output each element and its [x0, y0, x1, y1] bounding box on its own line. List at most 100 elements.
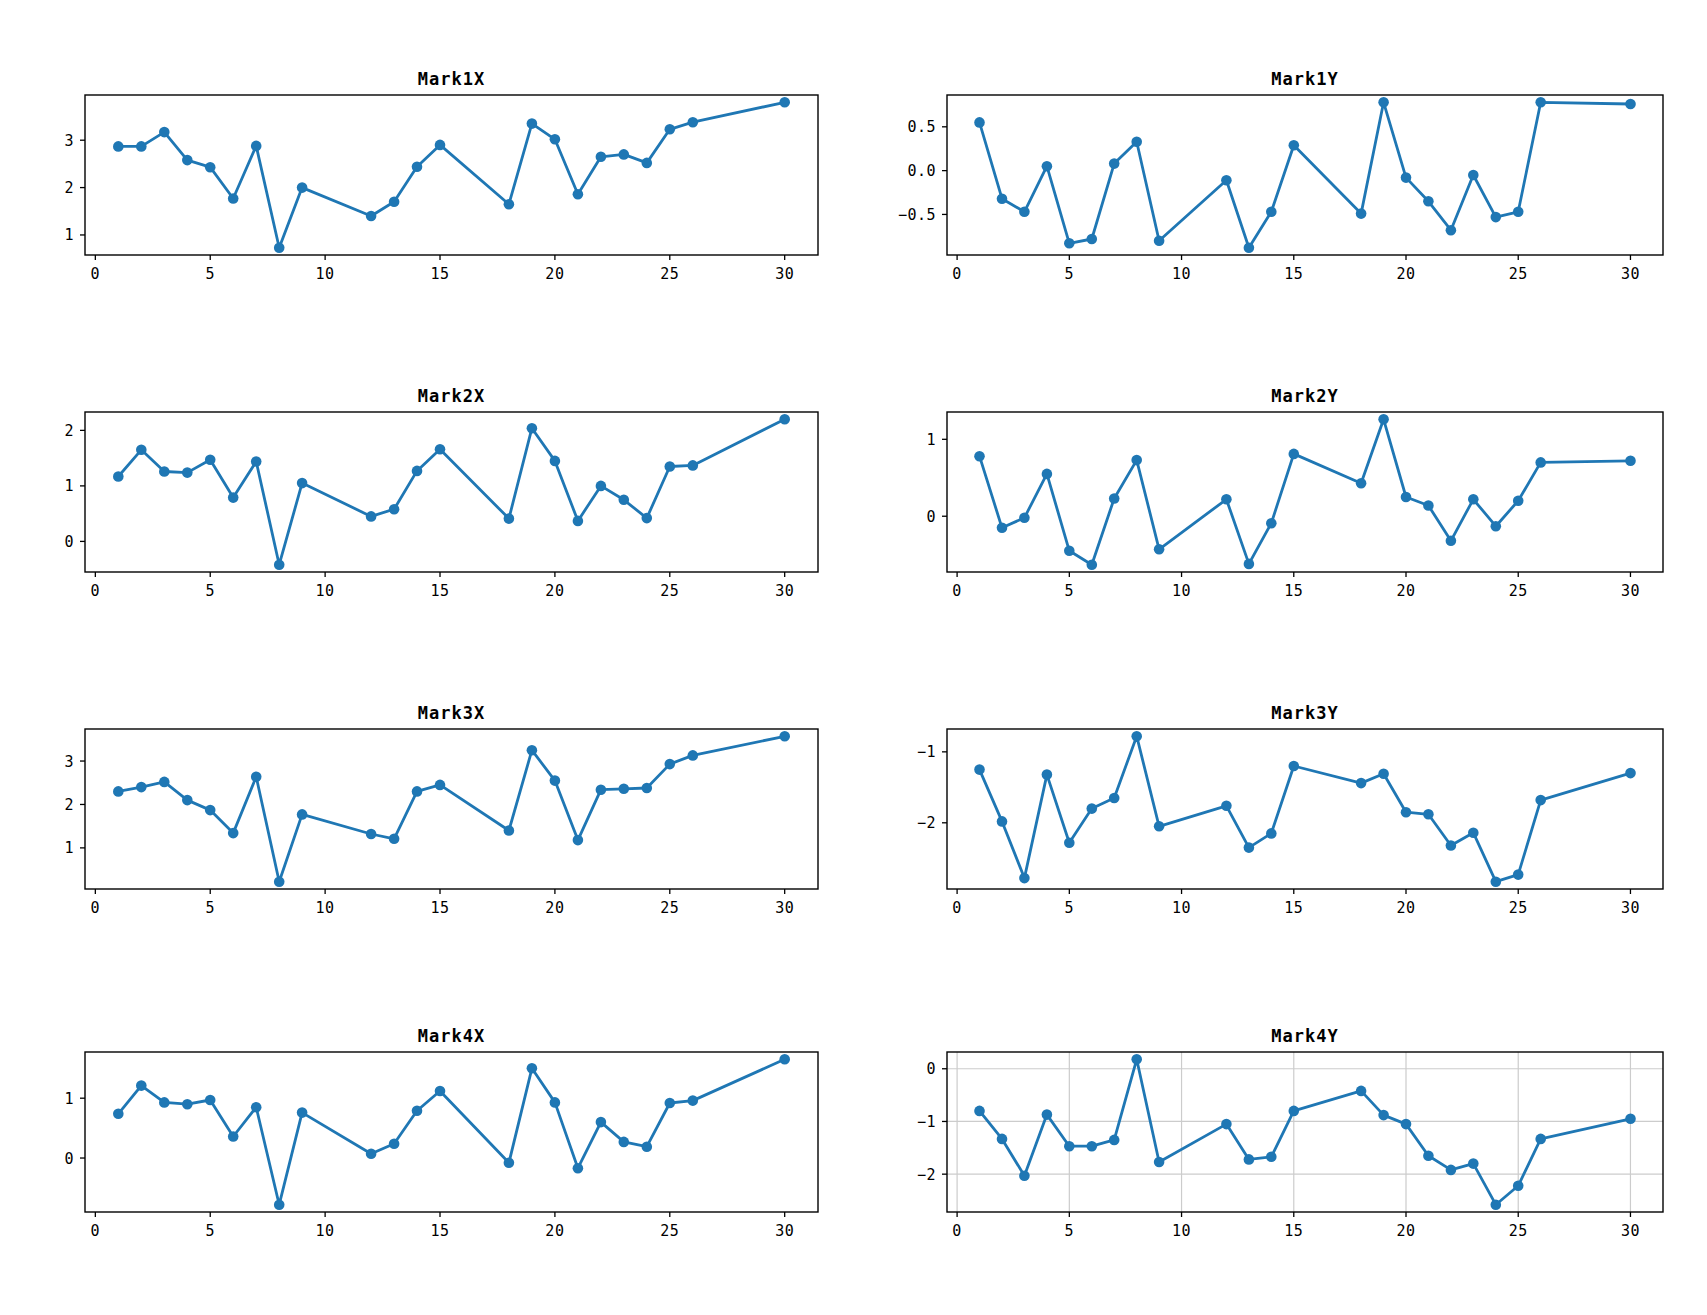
svg-text:25: 25 [1509, 1222, 1528, 1240]
svg-text:20: 20 [1396, 582, 1415, 600]
svg-text:0: 0 [91, 582, 101, 600]
svg-text:1: 1 [64, 226, 74, 244]
svg-text:25: 25 [660, 265, 679, 283]
svg-text:20: 20 [1396, 1222, 1415, 1240]
svg-text:0: 0 [91, 265, 101, 283]
svg-text:5: 5 [205, 582, 215, 600]
chart-canvas-mark2x: 0 5 10 15 20 25 30 0 1 2 [25, 412, 848, 610]
chart-canvas-mark3x: 0 5 10 15 20 25 30 1 2 3 [25, 729, 848, 927]
svg-text:20: 20 [545, 265, 564, 283]
svg-text:5: 5 [205, 265, 215, 283]
svg-text:−1: −1 [917, 743, 936, 761]
svg-text:15: 15 [1284, 1222, 1303, 1240]
svg-text:0: 0 [926, 508, 936, 526]
chart-title-mark4y: Mark4Y [947, 1024, 1663, 1052]
subplot-mark2y: Mark2Y 0 5 10 15 20 25 30 0 1 [887, 384, 1693, 610]
svg-text:5: 5 [205, 1222, 215, 1240]
svg-text:0: 0 [952, 1222, 962, 1240]
svg-text:30: 30 [775, 582, 794, 600]
svg-text:0: 0 [91, 899, 101, 917]
subplot-mark4y: Mark4Y 0 5 10 15 20 25 30 0 −1 −2 [887, 1024, 1693, 1250]
svg-text:15: 15 [430, 899, 449, 917]
svg-text:15: 15 [1284, 265, 1303, 283]
svg-text:−2: −2 [917, 814, 936, 832]
svg-text:−0.5: −0.5 [898, 206, 936, 224]
svg-text:1: 1 [64, 477, 74, 495]
svg-text:15: 15 [1284, 582, 1303, 600]
subplot-mark1y: Mark1Y 0510152025300.50.0−0.5 [887, 67, 1693, 293]
svg-text:2: 2 [64, 796, 74, 814]
svg-text:25: 25 [660, 899, 679, 917]
svg-text:10: 10 [1172, 582, 1191, 600]
svg-text:5: 5 [1065, 265, 1075, 283]
svg-text:20: 20 [1396, 899, 1415, 917]
svg-text:0: 0 [64, 533, 74, 551]
svg-text:3: 3 [64, 753, 74, 771]
svg-text:2: 2 [64, 422, 74, 440]
svg-text:5: 5 [1065, 1222, 1075, 1240]
svg-text:0.0: 0.0 [907, 162, 936, 180]
svg-text:15: 15 [1284, 899, 1303, 917]
svg-text:25: 25 [1509, 265, 1528, 283]
chart-title-mark3y: Mark3Y [947, 701, 1663, 729]
chart-title-mark4x: Mark4X [85, 1024, 818, 1052]
svg-text:10: 10 [316, 1222, 335, 1240]
svg-text:25: 25 [1509, 899, 1528, 917]
subplot-mark3x: Mark3X 0 5 10 15 20 25 30 1 2 3 [25, 701, 848, 927]
svg-text:0: 0 [926, 1060, 936, 1078]
svg-text:1: 1 [926, 431, 936, 449]
svg-text:5: 5 [205, 899, 215, 917]
svg-text:10: 10 [316, 265, 335, 283]
chart-title-mark1y: Mark1Y [947, 67, 1663, 95]
svg-text:30: 30 [1621, 1222, 1640, 1240]
svg-text:30: 30 [1621, 582, 1640, 600]
figure-canvas: Mark1X 051015202530123 Mark1Y 0510152025… [0, 0, 1707, 1315]
chart-canvas-mark4x: 0 5 10 15 20 25 30 0 1 [25, 1052, 848, 1250]
svg-text:0.5: 0.5 [907, 118, 936, 136]
chart-title-mark2y: Mark2Y [947, 384, 1663, 412]
svg-text:25: 25 [660, 1222, 679, 1240]
subplot-mark1x: Mark1X 0 5 10 15 20 25 30 1 2 3 [25, 67, 848, 293]
svg-text:1: 1 [64, 1090, 74, 1108]
svg-text:0: 0 [952, 582, 962, 600]
svg-text:0: 0 [952, 899, 962, 917]
chart-canvas-mark4y: 0 5 10 15 20 25 30 0 −1 −2 [887, 1052, 1693, 1250]
svg-text:15: 15 [430, 1222, 449, 1240]
svg-text:20: 20 [1396, 265, 1415, 283]
chart-title-mark2x: Mark2X [85, 384, 818, 412]
subplot-mark4x: Mark4X 0 5 10 15 20 25 30 0 1 [25, 1024, 848, 1250]
svg-text:−1: −1 [917, 1113, 936, 1131]
svg-text:25: 25 [1509, 582, 1528, 600]
svg-text:15: 15 [430, 582, 449, 600]
chart-canvas-mark1y: 0510152025300.50.0−0.5 [887, 95, 1693, 293]
svg-text:20: 20 [545, 582, 564, 600]
svg-text:30: 30 [775, 1222, 794, 1240]
svg-text:20: 20 [545, 1222, 564, 1240]
svg-text:15: 15 [430, 265, 449, 283]
svg-text:20: 20 [545, 899, 564, 917]
chart-canvas-mark3y: 0 5 10 15 20 25 30 −1 −2 [887, 729, 1693, 927]
chart-title-mark1x: Mark1X [85, 67, 818, 95]
svg-text:5: 5 [1065, 899, 1075, 917]
svg-text:30: 30 [1621, 899, 1640, 917]
svg-text:2: 2 [64, 179, 74, 197]
svg-text:10: 10 [1172, 899, 1191, 917]
svg-text:3: 3 [64, 132, 74, 150]
svg-text:30: 30 [775, 899, 794, 917]
svg-text:25: 25 [660, 582, 679, 600]
svg-text:10: 10 [316, 582, 335, 600]
chart-canvas-mark2y: 0 5 10 15 20 25 30 0 1 [887, 412, 1693, 610]
svg-text:30: 30 [1621, 265, 1640, 283]
chart-canvas-mark1x: 0 5 10 15 20 25 30 1 2 3 [25, 95, 848, 293]
svg-text:−2: −2 [917, 1166, 936, 1184]
svg-text:1: 1 [64, 839, 74, 857]
svg-text:10: 10 [1172, 265, 1191, 283]
svg-text:10: 10 [1172, 1222, 1191, 1240]
chart-title-mark3x: Mark3X [85, 701, 818, 729]
svg-text:30: 30 [775, 265, 794, 283]
svg-text:0: 0 [91, 1222, 101, 1240]
svg-text:10: 10 [316, 899, 335, 917]
svg-text:0: 0 [64, 1150, 74, 1168]
svg-text:5: 5 [1065, 582, 1075, 600]
subplot-mark2x: Mark2X 0 5 10 15 20 25 30 0 1 2 [25, 384, 848, 610]
